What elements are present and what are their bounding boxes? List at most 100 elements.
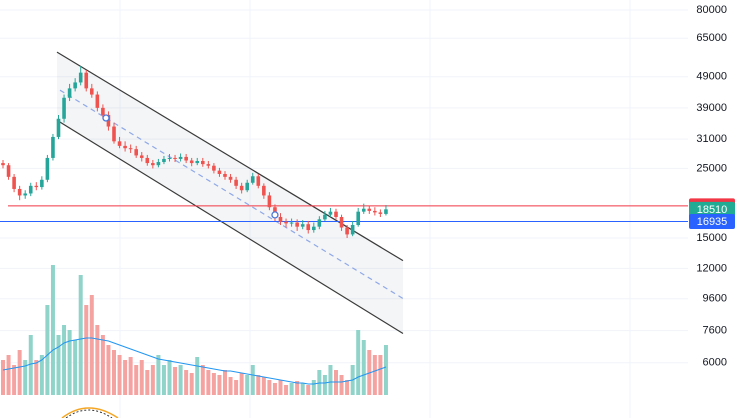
price-label-box xyxy=(689,213,735,229)
indicator-arc xyxy=(65,409,113,418)
volume-bar xyxy=(156,355,161,395)
candle-body xyxy=(62,97,66,119)
y-tick-label: 7600 xyxy=(703,324,727,336)
candle-body xyxy=(378,212,383,214)
volume-bar xyxy=(23,360,28,395)
candle-body xyxy=(256,176,261,186)
candle-body xyxy=(95,94,100,108)
candle-body xyxy=(1,163,5,166)
y-tick-label: 9600 xyxy=(703,293,727,305)
candle-body xyxy=(250,176,255,183)
candle-body xyxy=(267,195,272,208)
volume-bar xyxy=(223,370,227,395)
candle-body xyxy=(245,182,249,191)
volume-bar xyxy=(284,385,289,395)
y-tick-label: 65000 xyxy=(696,32,727,44)
candle-body xyxy=(17,188,22,196)
volume-bar xyxy=(228,377,233,395)
volume-bar xyxy=(106,345,111,395)
volume-bar xyxy=(67,330,72,395)
volume-bar xyxy=(234,380,239,395)
candle-body xyxy=(23,193,27,196)
candle-body xyxy=(51,136,55,158)
candle-body xyxy=(34,185,39,188)
volume-bar xyxy=(339,375,344,395)
volume-bar xyxy=(150,365,155,395)
vertical-grid xyxy=(119,0,631,418)
candle-body xyxy=(139,155,144,158)
volume-bar xyxy=(211,373,216,395)
candle-body xyxy=(84,72,89,89)
y-tick-label: 25000 xyxy=(696,162,727,174)
candle-body xyxy=(173,157,177,159)
candle-body xyxy=(234,179,238,186)
candle-body xyxy=(345,227,349,235)
volume-bar xyxy=(178,365,183,395)
candle-body xyxy=(6,165,11,177)
volume-bar xyxy=(239,373,244,395)
candle-body xyxy=(212,165,216,171)
volume-bar xyxy=(217,375,222,395)
candle-body xyxy=(178,156,183,159)
candle-body xyxy=(278,216,283,222)
candle-body xyxy=(151,163,155,166)
volume-bar xyxy=(62,325,67,395)
volume-bar xyxy=(295,381,300,395)
volume-bar xyxy=(34,360,39,395)
trend-line xyxy=(59,89,404,299)
indicator-arc xyxy=(61,407,119,418)
volume-bar xyxy=(345,380,350,395)
volume-bar xyxy=(245,375,250,395)
volume-bar xyxy=(145,370,150,395)
volume-bar xyxy=(328,365,333,395)
volume-bar xyxy=(39,355,44,395)
candle-body xyxy=(162,158,166,163)
volume-bar xyxy=(12,365,17,395)
volume-bar xyxy=(78,275,83,395)
candle-body xyxy=(90,88,94,95)
candle-body xyxy=(361,208,366,212)
volume-bar xyxy=(117,355,122,395)
candle-body xyxy=(184,156,188,161)
candle-body xyxy=(145,157,150,164)
y-tick-label: 80000 xyxy=(696,4,727,16)
volume-bar xyxy=(173,367,178,395)
volume-bar xyxy=(95,325,100,395)
volume-bar xyxy=(256,375,261,395)
volume-bar xyxy=(300,383,305,395)
candle-body xyxy=(284,221,288,224)
volume-bar xyxy=(167,360,172,395)
y-tick-label: 12000 xyxy=(696,262,727,274)
candle-body xyxy=(73,82,77,89)
anchor-point xyxy=(102,114,110,122)
volume-bar xyxy=(261,377,266,395)
volume-bar xyxy=(195,357,200,395)
candle-body xyxy=(40,179,44,188)
trend-line xyxy=(56,51,404,262)
candle-body xyxy=(328,211,333,215)
candle-body xyxy=(117,141,122,146)
candle-body xyxy=(217,170,222,174)
volume-bar xyxy=(272,383,277,395)
volume-bar xyxy=(267,380,272,395)
y-tick-label: 49000 xyxy=(696,71,727,83)
volume-bar xyxy=(73,340,78,395)
candle-body xyxy=(128,148,133,150)
candle-body xyxy=(189,160,194,164)
candle-body xyxy=(78,72,83,83)
volume-bar xyxy=(6,355,11,395)
volume-bar xyxy=(278,380,283,395)
candle-body xyxy=(239,185,244,191)
candle-body xyxy=(201,160,205,165)
y-tick-label: 39000 xyxy=(696,102,727,114)
trend-line xyxy=(56,119,404,334)
candle-body xyxy=(334,211,338,217)
volume-bar xyxy=(250,365,255,395)
volume-bar xyxy=(189,373,194,395)
volume-bar xyxy=(89,295,94,395)
volume-bar xyxy=(50,265,55,395)
candle-body xyxy=(323,214,327,220)
candle-body xyxy=(373,210,377,213)
candle-body xyxy=(367,208,372,211)
volume-bar xyxy=(100,335,105,395)
